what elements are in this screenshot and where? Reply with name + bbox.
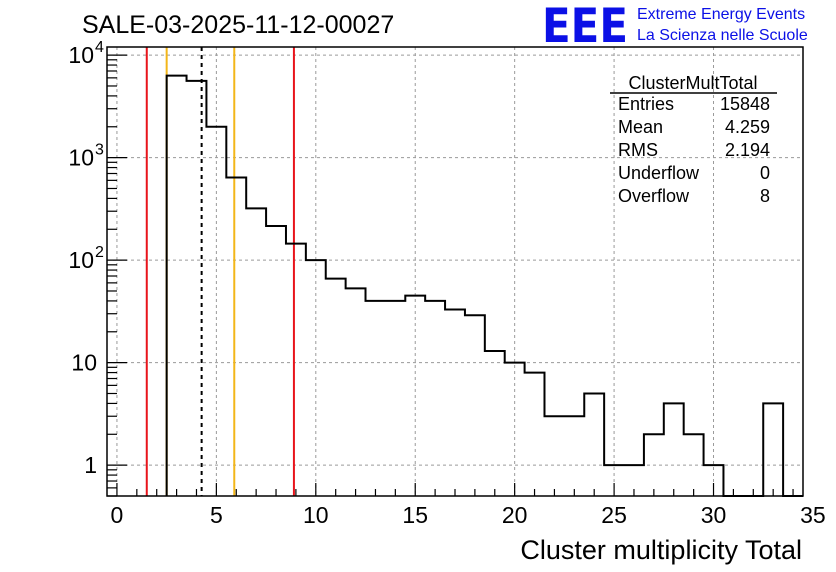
run-title: SALE-03-2025-11-12-00027 [82, 11, 394, 39]
stats-row-label: RMS [618, 140, 658, 160]
stats-row-label: Mean [618, 117, 663, 137]
y-tick-label: 1 [84, 452, 97, 478]
eee-logo: EEE Extreme Energy Events La Scienza nel… [542, 0, 808, 54]
y-tick-label: 10 [68, 145, 94, 171]
stats-row-value: 0 [760, 163, 770, 183]
y-tick-exponent: 4 [95, 39, 104, 56]
x-axis-title: Cluster multiplicity Total [520, 535, 802, 565]
x-tick-label: 20 [502, 502, 528, 528]
y-tick-exponent: 2 [95, 244, 104, 261]
y-tick-label: 10 [71, 350, 97, 376]
grid [107, 47, 803, 496]
eee-logo-text: EEE [542, 0, 628, 54]
y-tick-label: 10 [68, 247, 94, 273]
y-tick-label: 10 [68, 42, 94, 68]
stats-row-value: 4.259 [725, 117, 770, 137]
stats-row-label: Underflow [618, 163, 700, 183]
x-tick-label: 10 [303, 502, 329, 528]
x-tick-label: 35 [800, 502, 826, 528]
histogram-outline [165, 74, 803, 497]
stats-row-value: 8 [760, 186, 770, 206]
x-tick-label: 15 [402, 502, 428, 528]
stats-box: ClusterMultTotal Entries 15848 Mean 4.259 RM… [610, 73, 777, 206]
stats-title: ClusterMultTotal [628, 73, 757, 93]
x-tick-label: 25 [601, 502, 627, 528]
logo-line-2: La Scienza nelle Scuole [637, 27, 808, 44]
x-tick-label: 0 [111, 502, 124, 528]
x-tick-label: 30 [701, 502, 727, 528]
x-tick-label: 5 [210, 502, 223, 528]
plot-area [107, 47, 803, 496]
stats-row-value: 15848 [720, 94, 770, 114]
logo-line-1: Extreme Energy Events [637, 6, 805, 23]
axis-ticks [107, 54, 794, 497]
stats-row-value: 2.194 [725, 140, 770, 160]
stats-row-label: Overflow [618, 186, 690, 206]
stats-row-label: Entries [618, 94, 674, 114]
y-tick-exponent: 3 [95, 142, 104, 159]
